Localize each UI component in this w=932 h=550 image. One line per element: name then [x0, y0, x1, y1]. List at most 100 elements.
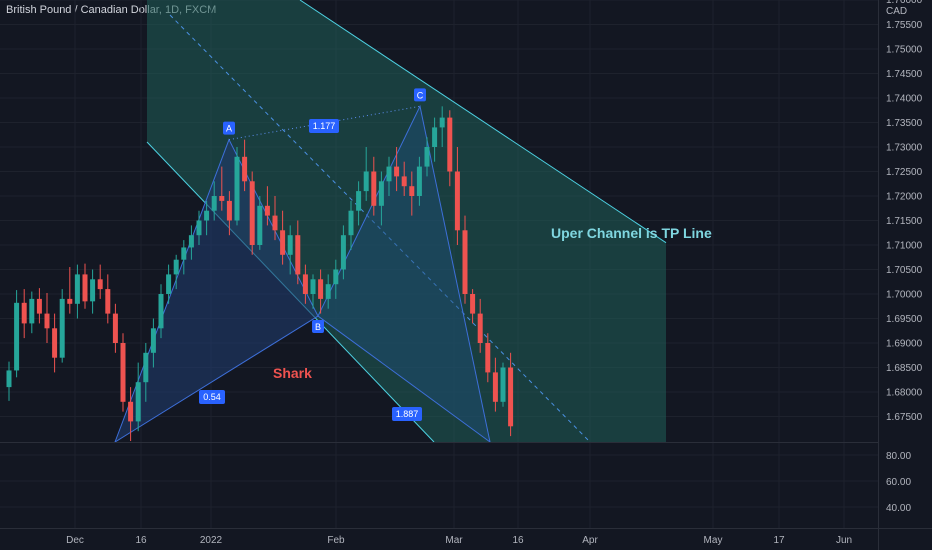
candle [143, 343, 149, 402]
price-axis-tick: 1.74000 [886, 94, 923, 105]
candle-body [492, 372, 498, 402]
candle-body [82, 274, 88, 302]
candle [82, 263, 88, 309]
candle [416, 156, 422, 206]
candle [52, 313, 58, 373]
candle [257, 196, 263, 250]
candle-body [105, 289, 111, 314]
candle [120, 333, 126, 412]
svg-text:B: B [315, 322, 321, 332]
time-axis-label: Feb [327, 535, 345, 546]
channel-fill [147, 0, 666, 442]
candle [500, 362, 506, 407]
candle [340, 225, 346, 280]
time-axis-label: May [704, 535, 723, 546]
candle-body [470, 294, 476, 314]
candle [272, 196, 278, 241]
candle-body [90, 279, 96, 302]
candle [310, 274, 316, 309]
candle-body [264, 205, 270, 216]
candle-body [272, 215, 278, 231]
candle-body [249, 181, 255, 245]
candle-body [485, 343, 491, 373]
candle-body [166, 274, 172, 294]
candle-body [112, 313, 118, 343]
candle-body [97, 279, 103, 290]
candle-body [348, 210, 354, 236]
price-axis-tick: 1.68500 [886, 363, 923, 374]
candle [424, 137, 430, 177]
candle-body [242, 156, 248, 182]
price-axis-tick: 1.74500 [886, 69, 923, 80]
candle-body [447, 117, 453, 172]
price-axis-tick: 1.71500 [886, 216, 923, 227]
candle-body [394, 166, 400, 177]
price-axis-tick: 1.69500 [886, 314, 923, 325]
time-axis-label: Jun [836, 535, 852, 546]
candle-body [6, 370, 12, 388]
annotation-tp-line: Uper Channel is TP Line [551, 225, 712, 241]
candle [492, 357, 498, 412]
price-axis-tick: 1.72500 [886, 167, 923, 178]
time-axis[interactable]: Dec 16 2022 Feb Mar 16 Apr May 17 Jun [66, 535, 852, 546]
candle-body [318, 279, 324, 299]
point-marker-c[interactable]: C [414, 88, 426, 102]
channel-upper-line[interactable] [299, 0, 667, 244]
candle [36, 288, 42, 324]
candle [196, 210, 202, 245]
candle-body [477, 313, 483, 343]
candle-body [135, 382, 141, 422]
candle-body [143, 352, 149, 383]
candle [21, 289, 27, 339]
candle-body [21, 302, 27, 324]
candle [226, 191, 232, 236]
candle [462, 215, 468, 304]
candle-body [44, 313, 50, 329]
candle-body [280, 230, 286, 255]
channel-mid-line[interactable] [169, 14, 591, 443]
oscillator-axis[interactable]: 80.00 60.00 40.00 [886, 451, 911, 514]
price-axis-tick: 1.70000 [886, 290, 923, 301]
candle-body [310, 279, 316, 294]
candle [128, 387, 134, 441]
candle [378, 171, 384, 226]
candle-body [371, 171, 377, 206]
candle-body [74, 274, 80, 304]
candle-body [424, 147, 430, 167]
candle-body [52, 328, 58, 358]
point-marker-a[interactable]: A [223, 121, 235, 135]
candle [158, 284, 164, 339]
candle [371, 156, 377, 216]
pattern-bcd-triangle [317, 104, 491, 444]
candle-body [234, 156, 240, 221]
candle [264, 186, 270, 226]
candle [242, 139, 248, 192]
price-axis-tick: 1.75500 [886, 20, 923, 31]
time-axis-label: Apr [582, 535, 598, 546]
candle [97, 264, 103, 299]
candle-body [386, 166, 392, 182]
candle [219, 166, 225, 211]
candle-body [363, 171, 369, 192]
candle [356, 181, 362, 226]
candle [477, 298, 483, 353]
candle [432, 117, 438, 162]
candle [302, 264, 308, 304]
candle-body [462, 230, 468, 294]
time-axis-label: 2022 [200, 535, 223, 546]
candle-body [36, 298, 42, 314]
candle [454, 147, 460, 245]
candle-body [295, 235, 301, 275]
candle [485, 333, 491, 383]
candle [166, 264, 172, 304]
candle-body [158, 294, 164, 329]
price-axis[interactable]: CAD 1.75500 1.75000 1.74500 1.74000 1.73500 1.… [886, 0, 923, 423]
price-axis-tick: 1.73000 [886, 143, 923, 154]
oscillator-axis-tick: 60.00 [886, 477, 911, 488]
candle [386, 156, 392, 196]
candle [280, 210, 286, 265]
point-marker-b[interactable]: B [312, 320, 324, 334]
candle [204, 200, 210, 236]
time-axis-label: 17 [773, 535, 785, 546]
